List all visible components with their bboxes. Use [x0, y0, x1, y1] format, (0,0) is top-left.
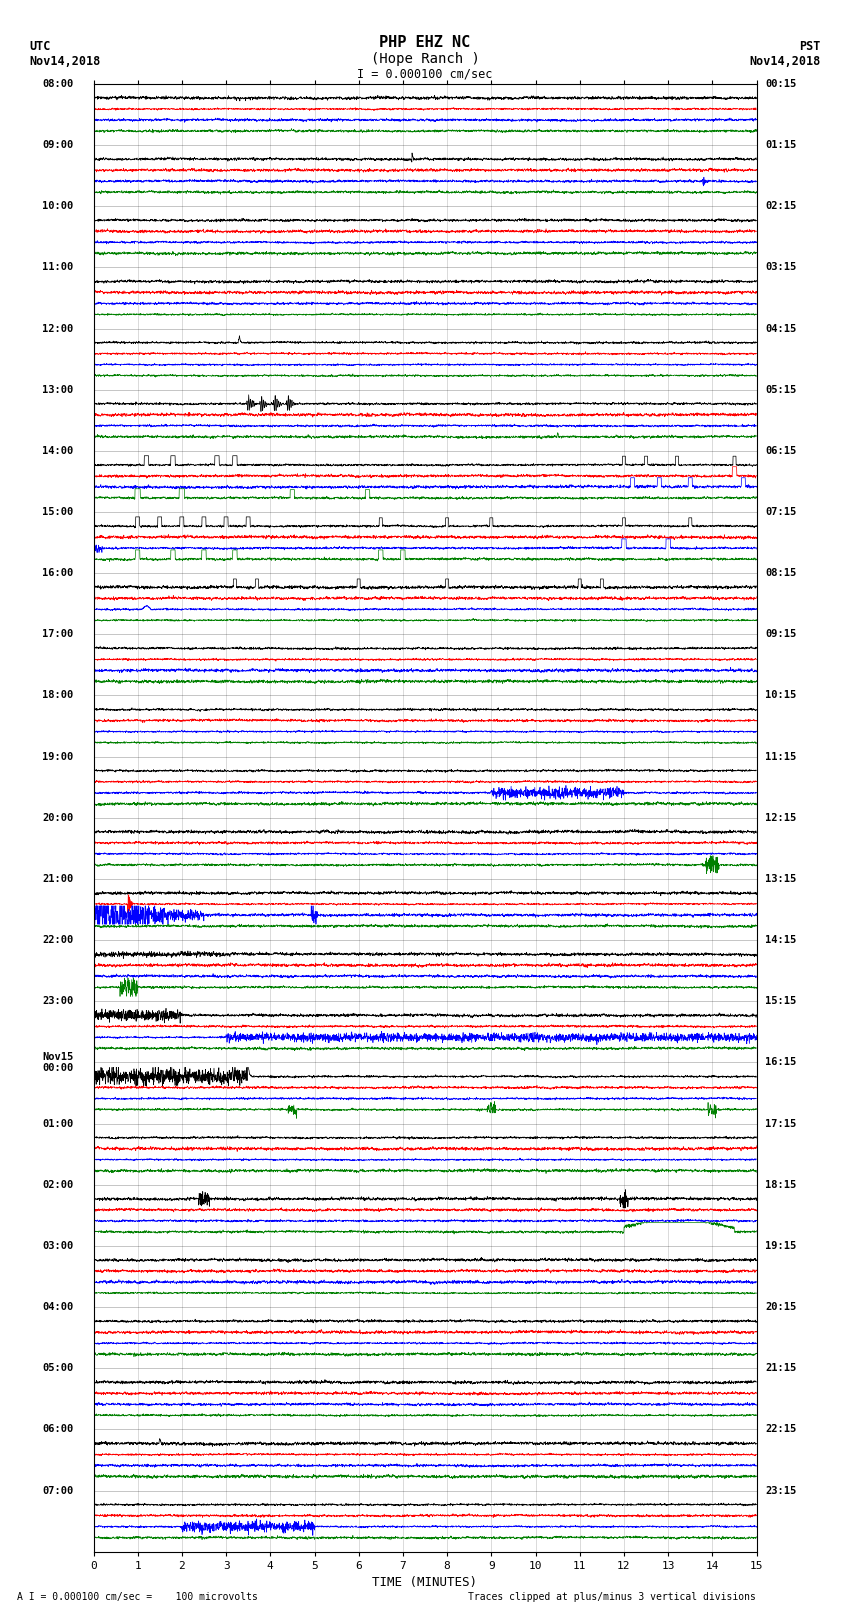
Text: 08:15: 08:15	[765, 568, 796, 577]
Text: UTC: UTC	[30, 40, 51, 53]
Text: Nov15
00:00: Nov15 00:00	[42, 1052, 74, 1073]
Text: 17:15: 17:15	[765, 1118, 796, 1129]
Text: 07:15: 07:15	[765, 506, 796, 518]
Text: PHP EHZ NC: PHP EHZ NC	[379, 35, 471, 50]
Text: 16:00: 16:00	[42, 568, 74, 577]
Text: (Hope Ranch ): (Hope Ranch )	[371, 52, 479, 66]
Text: 15:00: 15:00	[42, 506, 74, 518]
Text: A I = 0.000100 cm/sec =    100 microvolts: A I = 0.000100 cm/sec = 100 microvolts	[17, 1592, 258, 1602]
Text: 11:15: 11:15	[765, 752, 796, 761]
Text: 18:15: 18:15	[765, 1179, 796, 1190]
Text: 07:00: 07:00	[42, 1486, 74, 1495]
Text: 06:00: 06:00	[42, 1424, 74, 1434]
Text: 02:15: 02:15	[765, 202, 796, 211]
Text: Nov14,2018: Nov14,2018	[30, 55, 101, 68]
Text: 10:15: 10:15	[765, 690, 796, 700]
Text: PST: PST	[799, 40, 820, 53]
Text: 00:15: 00:15	[765, 79, 796, 89]
Text: Nov14,2018: Nov14,2018	[749, 55, 820, 68]
Text: 20:00: 20:00	[42, 813, 74, 823]
Text: 17:00: 17:00	[42, 629, 74, 639]
Text: 20:15: 20:15	[765, 1302, 796, 1311]
Text: 04:00: 04:00	[42, 1302, 74, 1311]
Text: 12:00: 12:00	[42, 324, 74, 334]
Text: 13:00: 13:00	[42, 384, 74, 395]
Text: I = 0.000100 cm/sec: I = 0.000100 cm/sec	[357, 68, 493, 81]
Text: 11:00: 11:00	[42, 263, 74, 273]
Text: 03:15: 03:15	[765, 263, 796, 273]
Text: 19:00: 19:00	[42, 752, 74, 761]
Text: 08:00: 08:00	[42, 79, 74, 89]
Text: 03:00: 03:00	[42, 1240, 74, 1252]
Text: 18:00: 18:00	[42, 690, 74, 700]
Text: 05:00: 05:00	[42, 1363, 74, 1373]
X-axis label: TIME (MINUTES): TIME (MINUTES)	[372, 1576, 478, 1589]
Text: 23:00: 23:00	[42, 997, 74, 1007]
Text: 09:15: 09:15	[765, 629, 796, 639]
Text: 06:15: 06:15	[765, 445, 796, 456]
Text: 22:15: 22:15	[765, 1424, 796, 1434]
Text: 04:15: 04:15	[765, 324, 796, 334]
Text: 14:00: 14:00	[42, 445, 74, 456]
Text: 21:15: 21:15	[765, 1363, 796, 1373]
Text: 22:00: 22:00	[42, 936, 74, 945]
Text: 19:15: 19:15	[765, 1240, 796, 1252]
Text: 12:15: 12:15	[765, 813, 796, 823]
Text: 23:15: 23:15	[765, 1486, 796, 1495]
Text: Traces clipped at plus/minus 3 vertical divisions: Traces clipped at plus/minus 3 vertical …	[468, 1592, 756, 1602]
Text: 01:00: 01:00	[42, 1118, 74, 1129]
Text: 02:00: 02:00	[42, 1179, 74, 1190]
Text: 09:00: 09:00	[42, 140, 74, 150]
Text: 01:15: 01:15	[765, 140, 796, 150]
Text: 15:15: 15:15	[765, 997, 796, 1007]
Text: 21:00: 21:00	[42, 874, 74, 884]
Text: 13:15: 13:15	[765, 874, 796, 884]
Text: 14:15: 14:15	[765, 936, 796, 945]
Text: 05:15: 05:15	[765, 384, 796, 395]
Text: 10:00: 10:00	[42, 202, 74, 211]
Text: 16:15: 16:15	[765, 1058, 796, 1068]
